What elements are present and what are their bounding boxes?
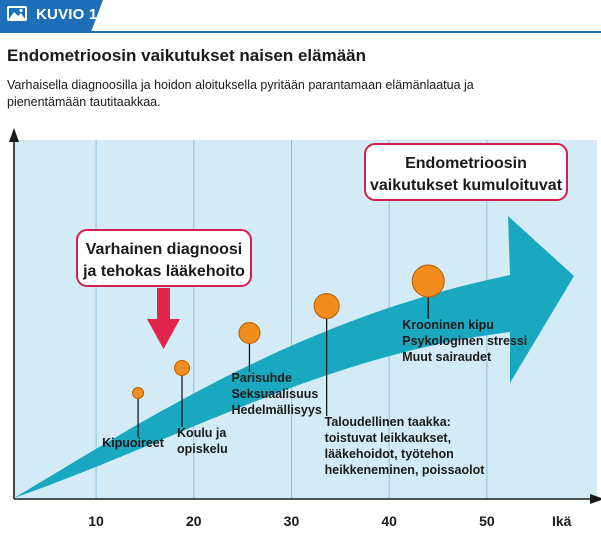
early-diagnosis-box (76, 229, 252, 287)
milestone-circle (238, 322, 261, 344)
early-diagnosis-line-1: Varhainen diagnoosi (86, 241, 242, 258)
milestone: Krooninen kipu Psykologinen stressi Muut s… (402, 264, 527, 364)
milestone-circle (411, 264, 445, 298)
cumulative-line-2: vaikutukset kumuloituvat (370, 177, 563, 194)
down-arrow-icon (147, 288, 180, 349)
milestone-label: lääkehoidot, työtehon (325, 447, 454, 461)
header-rule (0, 31, 601, 33)
milestone-label: toistuvat leikkaukset, (325, 431, 451, 445)
figure-title: Endometrioosin vaikutukset naisen elämää… (7, 46, 367, 65)
x-tick-label: 10 (88, 513, 104, 529)
x-tick-label: 50 (479, 513, 495, 529)
x-tick-label: 40 (381, 513, 397, 529)
milestone-circle (313, 293, 340, 319)
y-axis-arrowhead (9, 128, 19, 142)
milestone: Taloudellinen taakka: toistuvat leikkauks… (313, 293, 486, 477)
milestone-label: Seksuaalisuus (231, 387, 318, 401)
figure-tag: KUVIO 1. (0, 0, 103, 33)
cumulative-box (364, 143, 568, 201)
cumulative-callout: Endometrioosin vaikutukset kumuloituvat (364, 143, 568, 201)
milestone-label: Parisuhde (231, 371, 291, 385)
early-diagnosis-callout: Varhainen diagnoosi ja tehokas lääkehoit… (76, 229, 252, 287)
milestones: Kipuoireet Koulu ja opiskelu Parisuhde Seksu… (102, 264, 527, 477)
x-tick-label: 20 (186, 513, 202, 529)
milestone: Kipuoireet (102, 387, 165, 450)
milestone-circle (174, 360, 191, 376)
x-axis-arrowhead (590, 494, 601, 504)
milestone: Koulu ja opiskelu (174, 360, 228, 456)
milestone-label: Taloudellinen taakka: (325, 415, 451, 429)
x-tick-label: 30 (284, 513, 300, 529)
milestone-label: Kipuoireet (102, 436, 165, 450)
figure-subtitle: Varhaisella diagnoosilla ja hoidon aloit… (7, 78, 474, 109)
x-axis-label: Ikä (552, 513, 572, 529)
milestone-label: Krooninen kipu (402, 318, 494, 332)
milestone-label: Hedelmällisyys (231, 403, 321, 417)
milestone: Parisuhde Seksuaalisuus Hedelmällisyys (231, 322, 322, 417)
milestone-label: Muut sairaudet (402, 350, 492, 364)
image-icon (7, 6, 27, 21)
milestone-circle (132, 387, 145, 399)
milestone-label: heikkeneminen, poissaolot (325, 463, 486, 477)
milestone-label: Psykologinen stressi (402, 334, 527, 348)
x-axis-ticks: 10 20 30 40 50 (88, 513, 495, 529)
early-diagnosis-line-2: ja tehokas lääkehoito (82, 263, 245, 280)
cumulative-line-1: Endometrioosin (405, 155, 527, 172)
diagram: 10 20 30 40 50 Ikä Kipuoireet Koulu ja opiskel… (9, 128, 601, 529)
milestone-label: opiskelu (177, 442, 228, 456)
figure-tag-label: KUVIO 1. (36, 6, 102, 23)
milestone-label: Koulu ja (177, 426, 227, 440)
cumulative-impact-arrow (14, 216, 574, 498)
